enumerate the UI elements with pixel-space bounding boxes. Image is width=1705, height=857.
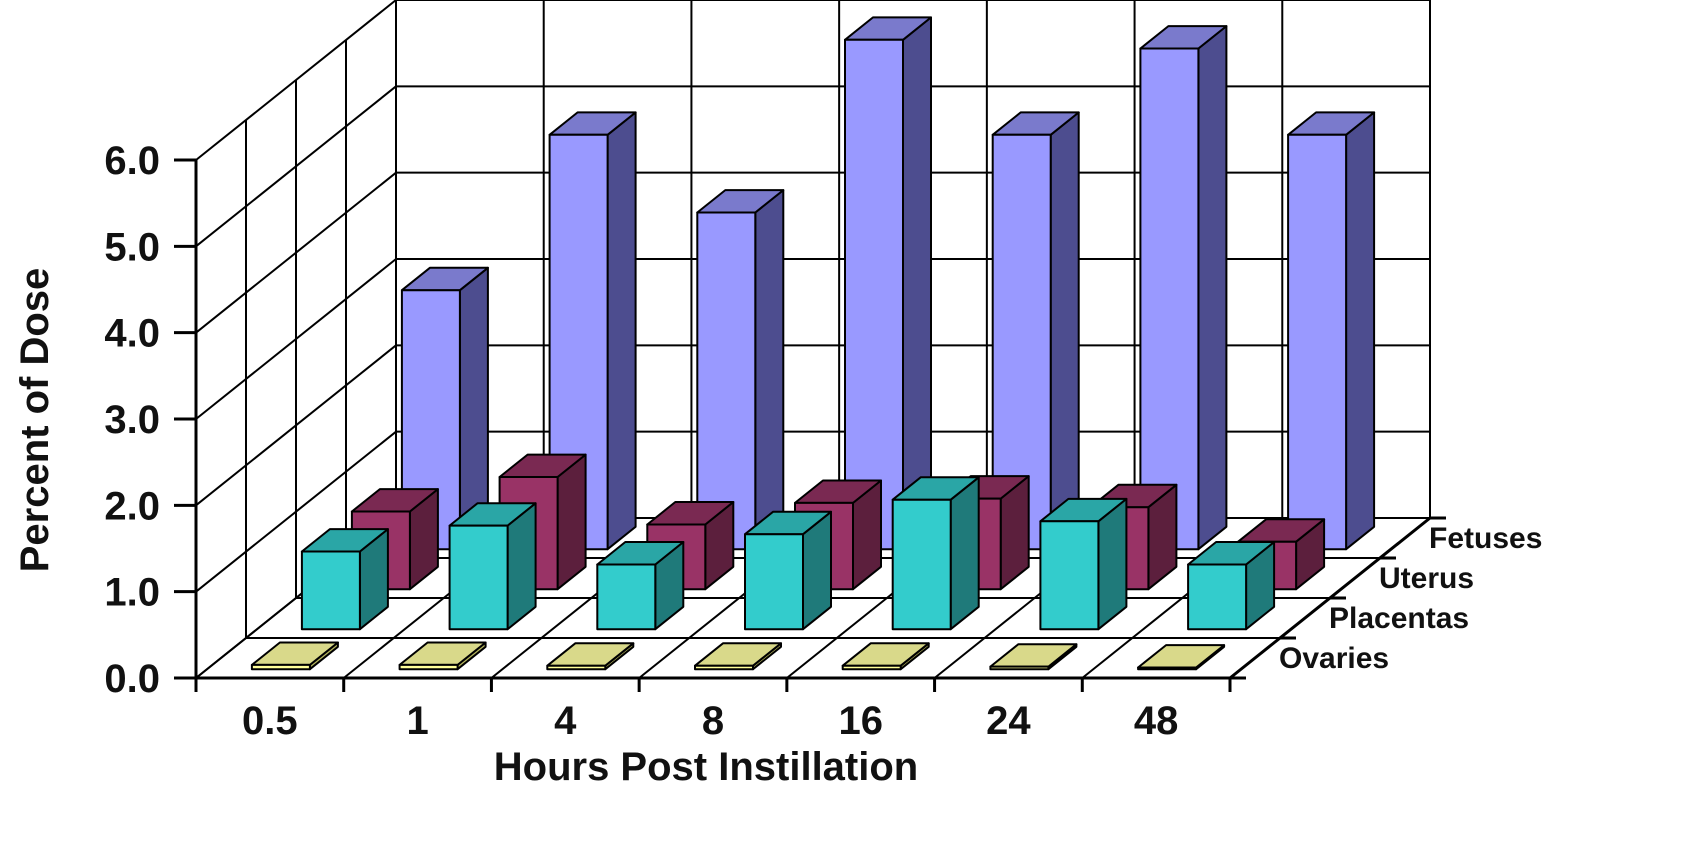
bar-placentas-0.5: [300, 528, 389, 631]
bar-top: [546, 642, 635, 667]
y-tick-label: 6.0: [104, 139, 160, 183]
bar-placentas-8: [744, 510, 832, 631]
chart-axes: [174, 158, 1446, 692]
bar-fetuses-24: [1139, 25, 1228, 551]
bar-fetuses-16: [991, 111, 1080, 551]
bar-ovaries-24: [989, 643, 1078, 671]
bar-placentas-48: [1187, 541, 1276, 631]
x-tick-label: 16: [838, 699, 883, 743]
y-tick-label: 1.0: [104, 571, 160, 615]
bar-front: [1139, 47, 1200, 551]
bar-side: [1345, 111, 1376, 551]
bar-front: [841, 664, 902, 671]
bar-side: [754, 189, 785, 551]
bar-fetuses-1: [548, 111, 637, 551]
bar-front: [696, 211, 757, 551]
x-tick-label: 4: [554, 699, 577, 743]
bar-top: [841, 642, 930, 667]
bar-front: [1287, 133, 1348, 551]
bar-ovaries-16: [841, 642, 930, 671]
bar-fetuses-48: [1287, 111, 1376, 551]
bar-top: [398, 641, 487, 666]
bar-front: [844, 38, 904, 551]
y-tick-label: 5.0: [104, 225, 160, 269]
bar-front: [448, 524, 509, 631]
y-tick-label: 3.0: [104, 398, 160, 442]
bar-ovaries-8: [694, 642, 782, 671]
bar-placentas-24: [1039, 497, 1128, 631]
chart-bars: [250, 16, 1376, 671]
bar-front: [891, 498, 952, 631]
bar-front: [548, 133, 609, 551]
series-label: Placentas: [1329, 602, 1469, 635]
bar-front: [1187, 563, 1248, 631]
bar-front: [250, 663, 311, 671]
bar-side: [1197, 25, 1228, 551]
bar-side: [949, 476, 980, 631]
bar-top: [250, 641, 339, 666]
bar-top: [1137, 644, 1226, 669]
series-label: Ovaries: [1279, 642, 1389, 675]
bar-front: [300, 550, 361, 631]
y-axis-title: Percent of Dose: [13, 268, 57, 573]
bar-front: [546, 664, 607, 671]
bar-front: [596, 563, 657, 631]
bar-front: [989, 665, 1050, 671]
x-tick-label: 48: [1134, 699, 1179, 743]
bar-side: [606, 111, 637, 551]
bar-ovaries-48: [1137, 644, 1226, 671]
bar-front: [744, 533, 804, 631]
series-label: Uterus: [1379, 562, 1474, 595]
x-tick-label: 0.5: [242, 699, 298, 743]
bar-ovaries-4: [546, 642, 635, 671]
bar-side: [902, 16, 932, 551]
bar-ovaries-1: [398, 641, 487, 671]
x-tick-label: 1: [406, 699, 428, 743]
bar-front: [694, 664, 754, 671]
series-label: Fetuses: [1429, 522, 1542, 555]
y-tick-label: 0.0: [104, 657, 160, 701]
bar-placentas-16: [891, 476, 980, 631]
bar-front: [991, 133, 1052, 551]
bar-front: [400, 289, 461, 551]
chart-labels: Percent of Dose Hours Post Instillation …: [13, 139, 1542, 789]
y-tick-label: 2.0: [104, 484, 160, 528]
bar-front: [1137, 666, 1198, 671]
bar-fetuses-4: [696, 189, 785, 551]
bar-front: [1039, 520, 1100, 631]
x-axis-title: Hours Post Instillation: [494, 745, 918, 789]
bar-top: [694, 642, 782, 667]
bar-placentas-4: [596, 541, 685, 631]
bar-fetuses-8: [844, 16, 932, 551]
bar-top: [989, 643, 1078, 668]
x-tick-label: 8: [702, 699, 724, 743]
bar-ovaries-0.5: [250, 641, 339, 671]
x-tick-label: 24: [986, 699, 1031, 743]
bar-front: [398, 663, 459, 671]
y-tick-label: 4.0: [104, 312, 160, 356]
bar-side: [1049, 111, 1080, 551]
bar-placentas-1: [448, 502, 537, 631]
